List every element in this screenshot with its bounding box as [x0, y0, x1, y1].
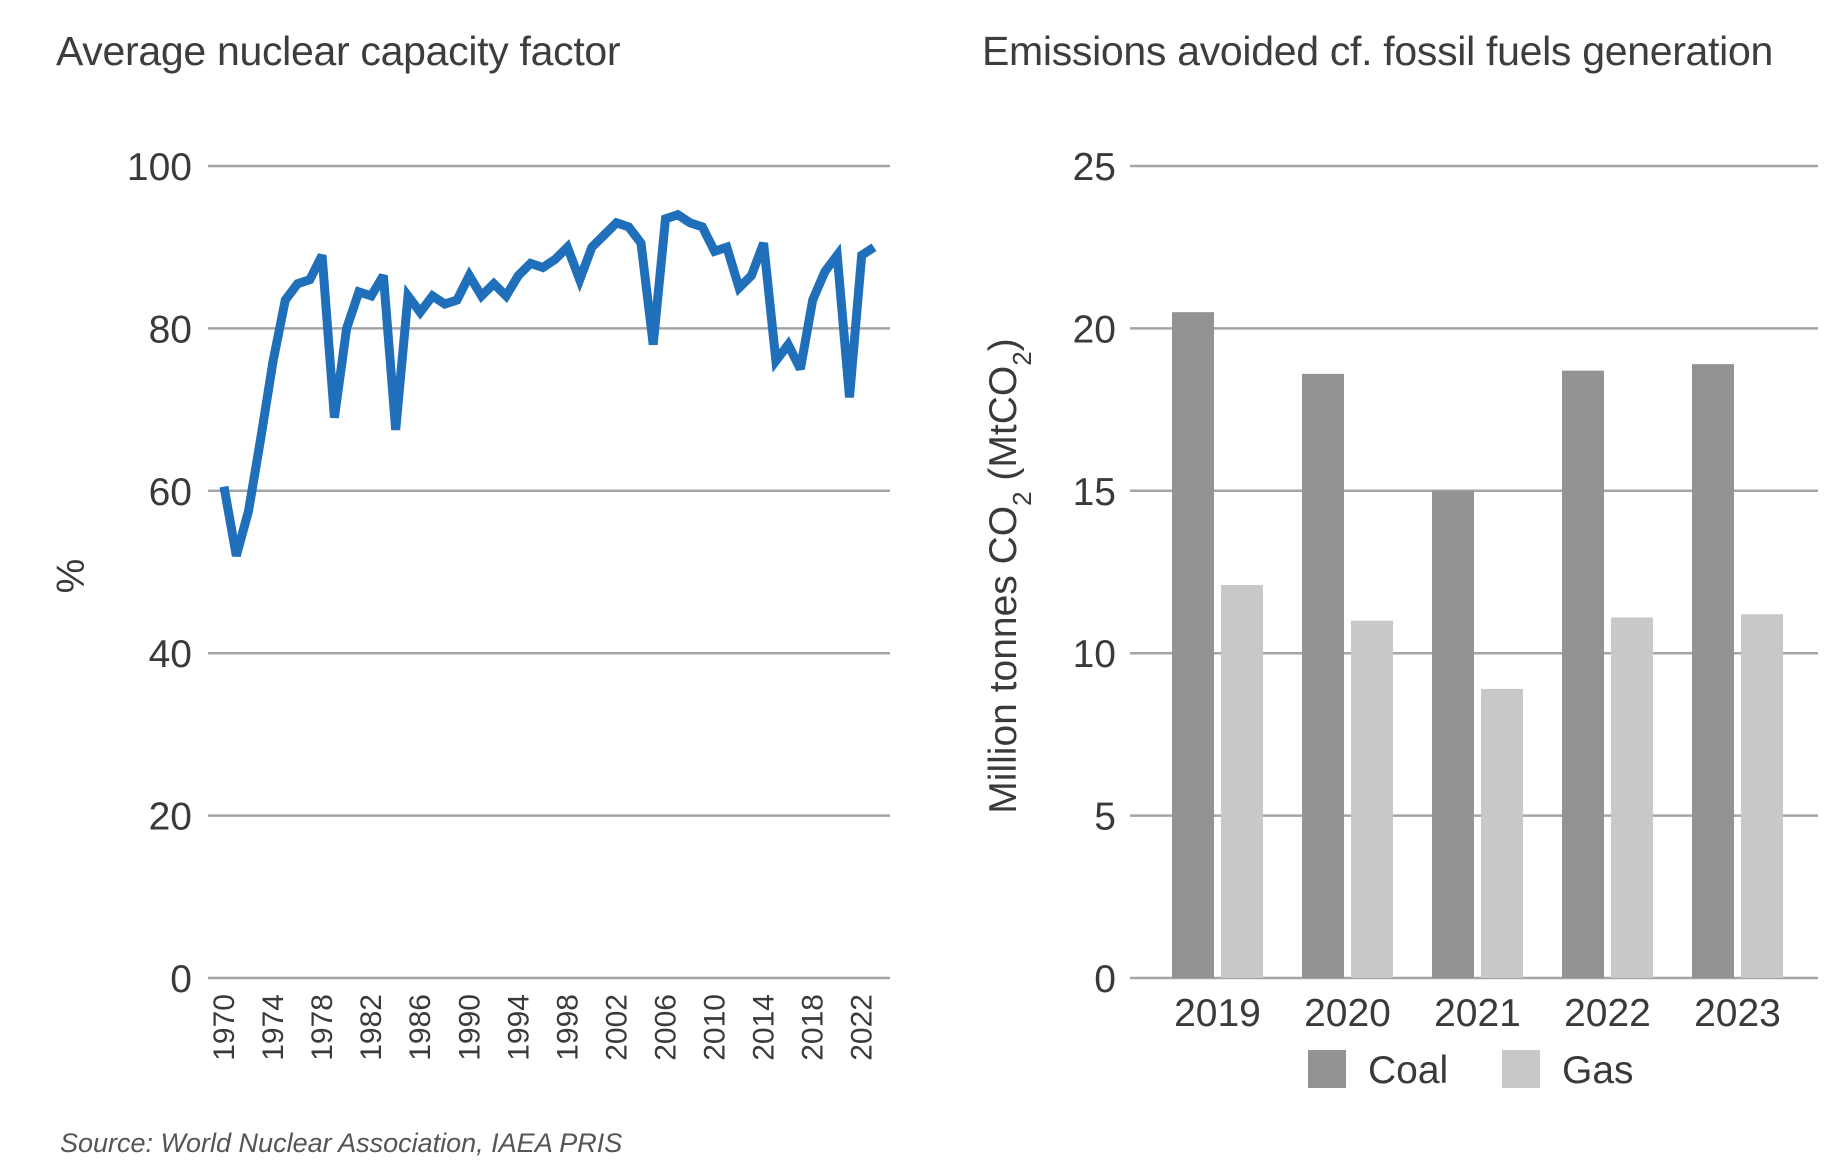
bar-x-tick-label-2023: 2023	[1694, 992, 1781, 1035]
bar-gas-2021	[1481, 688, 1523, 978]
bar-y-tick-label-25: 25	[1073, 146, 1116, 189]
x-tick-label-1986: 1986	[404, 994, 437, 1061]
y-tick-label-100: 100	[127, 146, 192, 189]
bar-y-tick-label-20: 20	[1073, 308, 1116, 351]
bar-coal-2022	[1562, 370, 1604, 978]
x-tick-label-1978: 1978	[306, 994, 339, 1061]
x-tick-label-1974: 1974	[257, 994, 290, 1061]
bar-y-tick-label-5: 5	[1094, 796, 1116, 839]
x-tick-label-1998: 1998	[551, 994, 584, 1061]
bar-coal-2020	[1302, 373, 1344, 978]
line-chart-title: Average nuclear capacity factor	[56, 28, 621, 74]
capacity-factor-chart: % 0 20 40 60 80 100 1970 1974 1978 1982 1986 1990 19…	[50, 146, 890, 1061]
bar-y-tick-label-0: 0	[1094, 958, 1116, 1001]
x-tick-label-2006: 2006	[650, 994, 683, 1061]
legend-swatch-coal	[1308, 1050, 1346, 1088]
emissions-y-axis-label-sub1: 2	[1007, 491, 1037, 505]
x-tick-label-2022: 2022	[846, 994, 879, 1061]
bar-y-tick-label-10: 10	[1073, 633, 1116, 676]
y-tick-label-80: 80	[149, 308, 192, 351]
x-tick-label-1994: 1994	[502, 994, 535, 1061]
emissions-y-axis-label-part2: (MtCO	[982, 366, 1025, 492]
y-tick-label-0: 0	[170, 958, 192, 1001]
x-tick-label-2010: 2010	[699, 994, 732, 1061]
y-tick-label-40: 40	[149, 633, 192, 676]
bar-x-tick-label-2022: 2022	[1564, 992, 1651, 1035]
capacity-factor-series-line	[219, 209, 877, 557]
x-tick-label-2018: 2018	[797, 994, 830, 1061]
bar-x-tick-label-2021: 2021	[1434, 992, 1521, 1035]
emissions-y-axis-label-part1: Million tonnes CO	[982, 506, 1025, 814]
bar-gas-2023	[1741, 614, 1783, 978]
y-tick-label-60: 60	[149, 471, 192, 514]
legend-label-coal: Coal	[1368, 1049, 1448, 1092]
x-tick-label-1970: 1970	[208, 994, 241, 1061]
bar-coal-2023	[1692, 364, 1734, 978]
bar-y-tick-label-15: 15	[1073, 471, 1116, 514]
bar-x-tick-label-2019: 2019	[1174, 992, 1261, 1035]
bar-gas-2019	[1221, 584, 1263, 978]
emissions-y-axis-label: Million tonnes CO2 (MtCO2)	[982, 338, 1037, 813]
capacity-factor-y-axis-label: %	[50, 559, 93, 594]
bar-coal-2021	[1432, 490, 1474, 978]
emissions-y-axis-label-part3: )	[982, 338, 1025, 351]
x-tick-label-1990: 1990	[453, 994, 486, 1061]
source-note: Source: World Nuclear Association, IAEA …	[60, 1128, 623, 1158]
bar-coal-2019	[1172, 312, 1214, 978]
bar-chart-title: Emissions avoided cf. fossil fuels gener…	[982, 28, 1773, 74]
x-tick-label-2014: 2014	[748, 994, 781, 1061]
emissions-y-axis-label-sub2: 2	[1007, 351, 1037, 365]
y-tick-label-20: 20	[149, 796, 192, 839]
bar-gas-2020	[1351, 620, 1393, 978]
emissions-avoided-chart: Million tonnes CO2 (MtCO2) 0510152025201…	[982, 146, 1818, 1092]
bar-x-tick-label-2020: 2020	[1304, 992, 1391, 1035]
legend-label-gas: Gas	[1562, 1049, 1634, 1092]
x-tick-label-2002: 2002	[600, 994, 633, 1061]
bar-gas-2022	[1611, 617, 1653, 978]
x-tick-label-1982: 1982	[355, 994, 388, 1061]
legend-swatch-gas	[1502, 1050, 1540, 1088]
